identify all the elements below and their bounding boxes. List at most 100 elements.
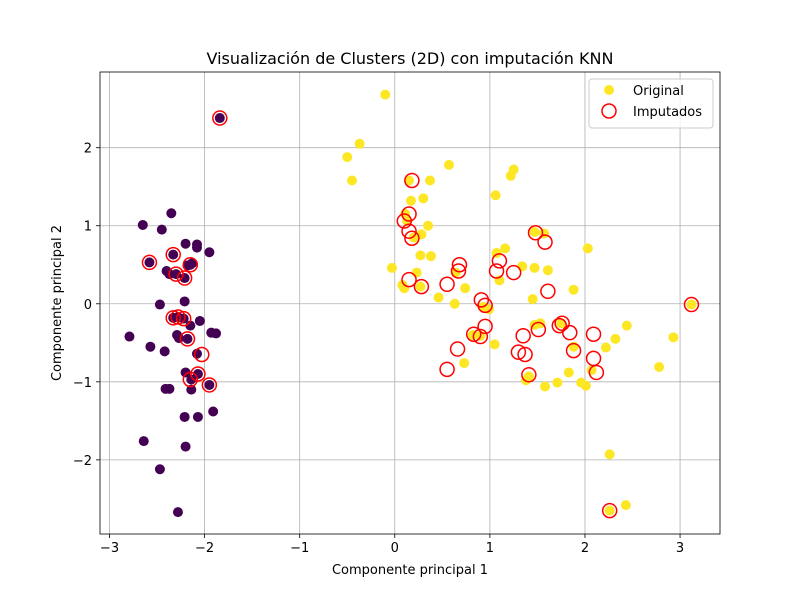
x-tick-label: 0 (391, 541, 399, 556)
x-tick-label: 3 (676, 541, 684, 556)
original-point (568, 284, 579, 295)
original-point (186, 384, 197, 395)
original-point (433, 292, 444, 303)
original-point (404, 175, 415, 186)
original-point (380, 89, 391, 100)
legend-box (588, 78, 714, 129)
original-point (621, 320, 632, 331)
original-point (500, 243, 511, 254)
imputed-point (472, 328, 489, 345)
original-point (178, 313, 189, 324)
original-point (517, 261, 528, 272)
axis-ticks: −3 −2 −1 0 1 2 3 −2 −1 0 1 2 (73, 142, 684, 556)
imputed-point (404, 172, 420, 189)
y-tick-label: 0 (84, 298, 92, 313)
original-point (179, 411, 190, 422)
original-point (185, 320, 196, 331)
imputed-point (601, 502, 618, 519)
imputed-point (449, 341, 466, 357)
original-point (668, 332, 679, 343)
imputed-point (488, 263, 505, 279)
imputed-point (201, 377, 218, 393)
imputed-point (396, 213, 413, 229)
x-tick-label: −3 (100, 541, 119, 556)
x-axis-label: Componente principal 1 (332, 563, 488, 578)
original-point (529, 226, 540, 237)
imputed-point (190, 366, 206, 382)
original-point (411, 267, 422, 278)
original-point (529, 262, 540, 273)
imputed-point (168, 266, 184, 282)
original-point (604, 505, 615, 516)
x-tick-label: 1 (486, 541, 494, 556)
original-point (654, 361, 665, 372)
original-point (460, 283, 471, 294)
original-point (342, 152, 353, 163)
imputed-point (505, 264, 522, 281)
original-point (552, 377, 563, 388)
original-point (138, 436, 149, 447)
original-point (180, 238, 191, 249)
original-point (164, 383, 175, 394)
imputed-point (562, 324, 578, 341)
original-point (600, 342, 611, 353)
original-point (542, 265, 553, 276)
imputed-point (176, 270, 193, 286)
original-point (610, 333, 621, 344)
original-point (192, 369, 203, 380)
original-point (604, 449, 615, 460)
y-tick-label: 2 (84, 142, 92, 157)
imputed-point (551, 317, 568, 334)
imputed-point (530, 321, 547, 338)
original-point (415, 281, 426, 292)
original-point (563, 367, 574, 378)
imputed-point (165, 246, 181, 263)
x-tick-label: −2 (195, 541, 214, 556)
y-axis-label: Componente principal 2 (50, 225, 65, 381)
original-point (144, 257, 155, 268)
imputed-point (401, 223, 417, 239)
imputed-point (401, 271, 417, 288)
original-point (354, 138, 365, 149)
original-point (194, 315, 205, 326)
original-point (204, 379, 215, 390)
imputed-point (521, 367, 537, 383)
original-point (540, 381, 551, 392)
imputed-point (565, 342, 582, 359)
legend-marker-imputed (601, 103, 617, 119)
original-point (154, 464, 165, 475)
original-point (179, 273, 190, 284)
original-point (423, 220, 434, 231)
imputed-point (182, 371, 199, 388)
y-tick-label: 1 (84, 220, 92, 235)
imputed-point (175, 310, 192, 327)
original-point (620, 500, 631, 511)
original-point (686, 299, 697, 310)
original-point (159, 346, 170, 357)
imputed-point (193, 346, 210, 363)
original-point (204, 247, 215, 258)
imputed-point (517, 346, 533, 363)
original-point (180, 367, 191, 378)
original-point (145, 341, 156, 352)
data-points (124, 89, 700, 519)
original-point (206, 327, 217, 338)
imputed-point (212, 110, 228, 126)
legend-marker-original (604, 85, 614, 95)
original-point (191, 239, 202, 250)
original-point (424, 175, 435, 186)
imputed-point (554, 315, 570, 332)
imputed-point (477, 318, 493, 335)
original-point (214, 113, 225, 124)
original-point (168, 249, 179, 260)
original-point (405, 195, 416, 206)
imputed-point (439, 276, 455, 293)
original-point (182, 333, 193, 344)
original-point (166, 208, 177, 219)
original-point (172, 507, 183, 518)
imputed-point (588, 364, 605, 381)
imputed-point (537, 234, 553, 250)
imputed-point (451, 257, 468, 273)
imputed-point (527, 225, 544, 241)
